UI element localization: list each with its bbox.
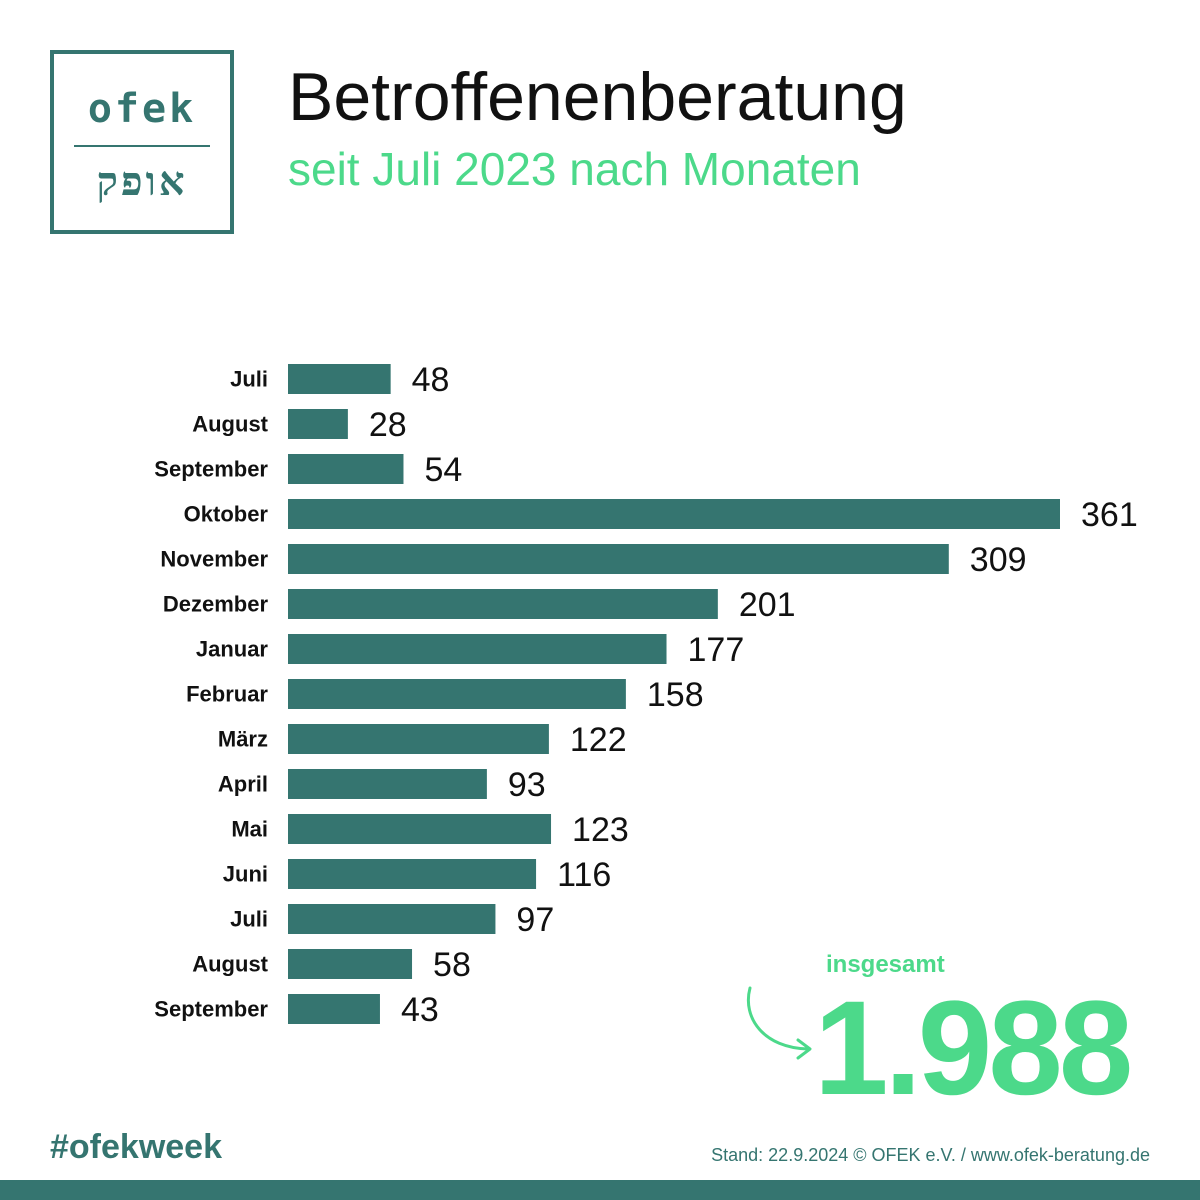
bar <box>288 994 380 1024</box>
value-label: 361 <box>1081 496 1138 534</box>
bar <box>288 544 949 574</box>
category-label: Februar <box>186 682 268 707</box>
value-label: 28 <box>369 406 407 444</box>
value-label: 123 <box>572 811 629 849</box>
value-label: 48 <box>412 361 450 399</box>
category-label: September <box>154 997 268 1022</box>
logo-wordmark-latin: ofek <box>87 86 197 132</box>
total-label: insgesamt <box>826 951 945 978</box>
bar <box>288 769 487 799</box>
page-title: Betroffenenberatung <box>288 59 907 135</box>
bar <box>288 634 667 664</box>
ofek-logo: ofek אופק <box>50 50 234 234</box>
bar <box>288 724 549 754</box>
category-label: Januar <box>196 637 269 662</box>
bar <box>288 859 537 889</box>
value-label: 122 <box>570 721 627 759</box>
logo-divider <box>74 145 210 147</box>
category-label: Dezember <box>163 592 269 617</box>
category-label: März <box>218 727 268 752</box>
value-label: 43 <box>401 991 439 1029</box>
page-subtitle: seit Juli 2023 nach Monaten <box>288 143 861 195</box>
curved-arrow-icon <box>747 986 812 1060</box>
value-label: 116 <box>557 856 611 894</box>
bar <box>288 409 348 439</box>
bar <box>288 679 626 709</box>
footer-note: Stand: 22.9.2024 © OFEK e.V. / www.ofek-… <box>711 1145 1150 1165</box>
category-label: August <box>192 412 268 437</box>
bar <box>288 814 552 844</box>
bottom-bar <box>0 1180 1200 1200</box>
bar <box>288 589 718 619</box>
hashtag: #ofekweek <box>50 1128 222 1166</box>
category-label: Mai <box>231 817 268 842</box>
category-label: August <box>192 952 268 977</box>
category-label: September <box>154 457 268 482</box>
logo-wordmark-hebrew: אופק <box>96 159 188 205</box>
bar-chart: Juli 48 August 28 September 54 Oktober 361 Novem… <box>154 361 1138 1029</box>
value-label: 58 <box>433 946 471 984</box>
bar <box>288 904 496 934</box>
category-label: April <box>218 772 268 797</box>
value-label: 54 <box>424 451 462 489</box>
category-label: Oktober <box>184 502 269 527</box>
value-label: 309 <box>970 541 1027 579</box>
category-label: Juli <box>230 367 268 392</box>
category-label: Juli <box>230 907 268 932</box>
value-label: 158 <box>647 676 704 714</box>
total-value: 1.988 <box>814 974 1133 1123</box>
value-label: 177 <box>688 631 745 669</box>
value-label: 201 <box>739 586 796 624</box>
category-label: November <box>160 547 268 572</box>
bar <box>288 454 404 484</box>
bar <box>288 499 1060 529</box>
bar <box>288 949 413 979</box>
category-label: Juni <box>223 862 268 887</box>
bar <box>288 364 391 394</box>
value-label: 93 <box>508 766 546 804</box>
value-label: 97 <box>516 901 554 939</box>
